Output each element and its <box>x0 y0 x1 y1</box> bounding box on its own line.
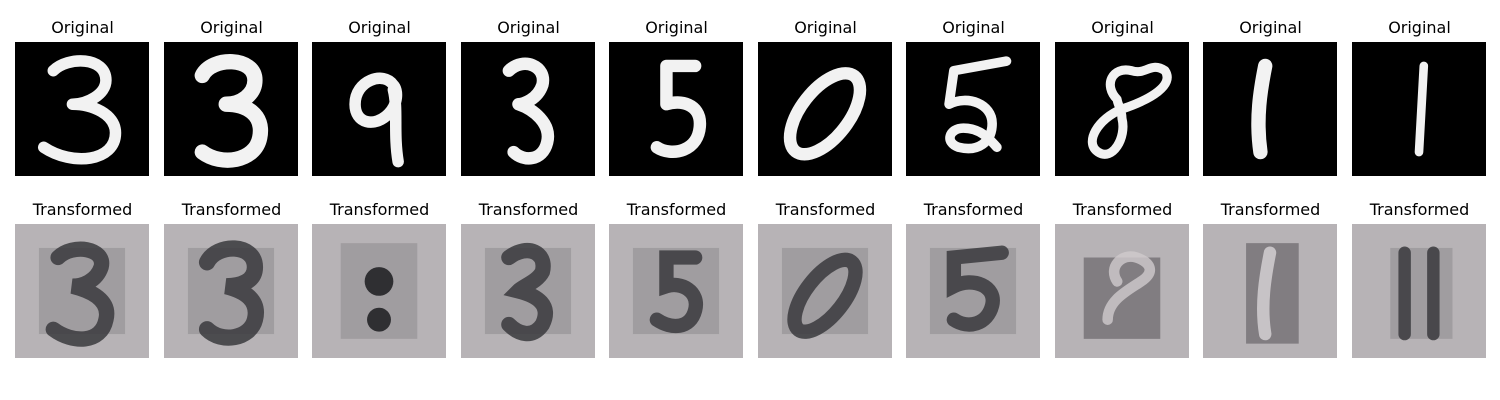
panel-title: Original <box>794 18 857 37</box>
transformed-digit-image <box>1352 224 1486 358</box>
panel-title: Transformed <box>626 200 727 219</box>
panel-title: Transformed <box>181 200 282 219</box>
panel-title: Original <box>497 18 560 37</box>
original-digit-image <box>164 42 298 176</box>
original-digit-image <box>15 42 149 176</box>
panel-title: Transformed <box>923 200 1024 219</box>
panel-title: Transformed <box>1072 200 1173 219</box>
original-digit-image <box>609 42 743 176</box>
panel-title: Original <box>51 18 114 37</box>
panel-title: Transformed <box>775 200 876 219</box>
original-digit-image <box>1352 42 1486 176</box>
panel-title: Transformed <box>1369 200 1470 219</box>
original-digit-image <box>461 42 595 176</box>
panel-title: Transformed <box>478 200 579 219</box>
panel-title: Original <box>200 18 263 37</box>
original-digit-image <box>1055 42 1189 176</box>
panel-title: Original <box>645 18 708 37</box>
original-digit-image <box>1203 42 1337 176</box>
transformed-digit-image <box>758 224 892 358</box>
panel-title: Original <box>348 18 411 37</box>
transformed-digit-image <box>15 224 149 358</box>
original-digit-image <box>906 42 1040 176</box>
original-digit-image <box>758 42 892 176</box>
transformed-digit-image <box>1203 224 1337 358</box>
panel-title: Original <box>1388 18 1451 37</box>
transformed-digit-image <box>164 224 298 358</box>
panel-title: Transformed <box>1220 200 1321 219</box>
panel-title: Original <box>1091 18 1154 37</box>
panel-title: Original <box>1239 18 1302 37</box>
original-digit-image <box>312 42 446 176</box>
transformed-digit-image <box>609 224 743 358</box>
transformed-digit-image <box>1055 224 1189 358</box>
panel-title: Transformed <box>329 200 430 219</box>
panel-title: Original <box>942 18 1005 37</box>
panel-title: Transformed <box>32 200 133 219</box>
transformed-digit-image <box>906 224 1040 358</box>
transformed-digit-image <box>312 224 446 358</box>
transformed-digit-image <box>461 224 595 358</box>
